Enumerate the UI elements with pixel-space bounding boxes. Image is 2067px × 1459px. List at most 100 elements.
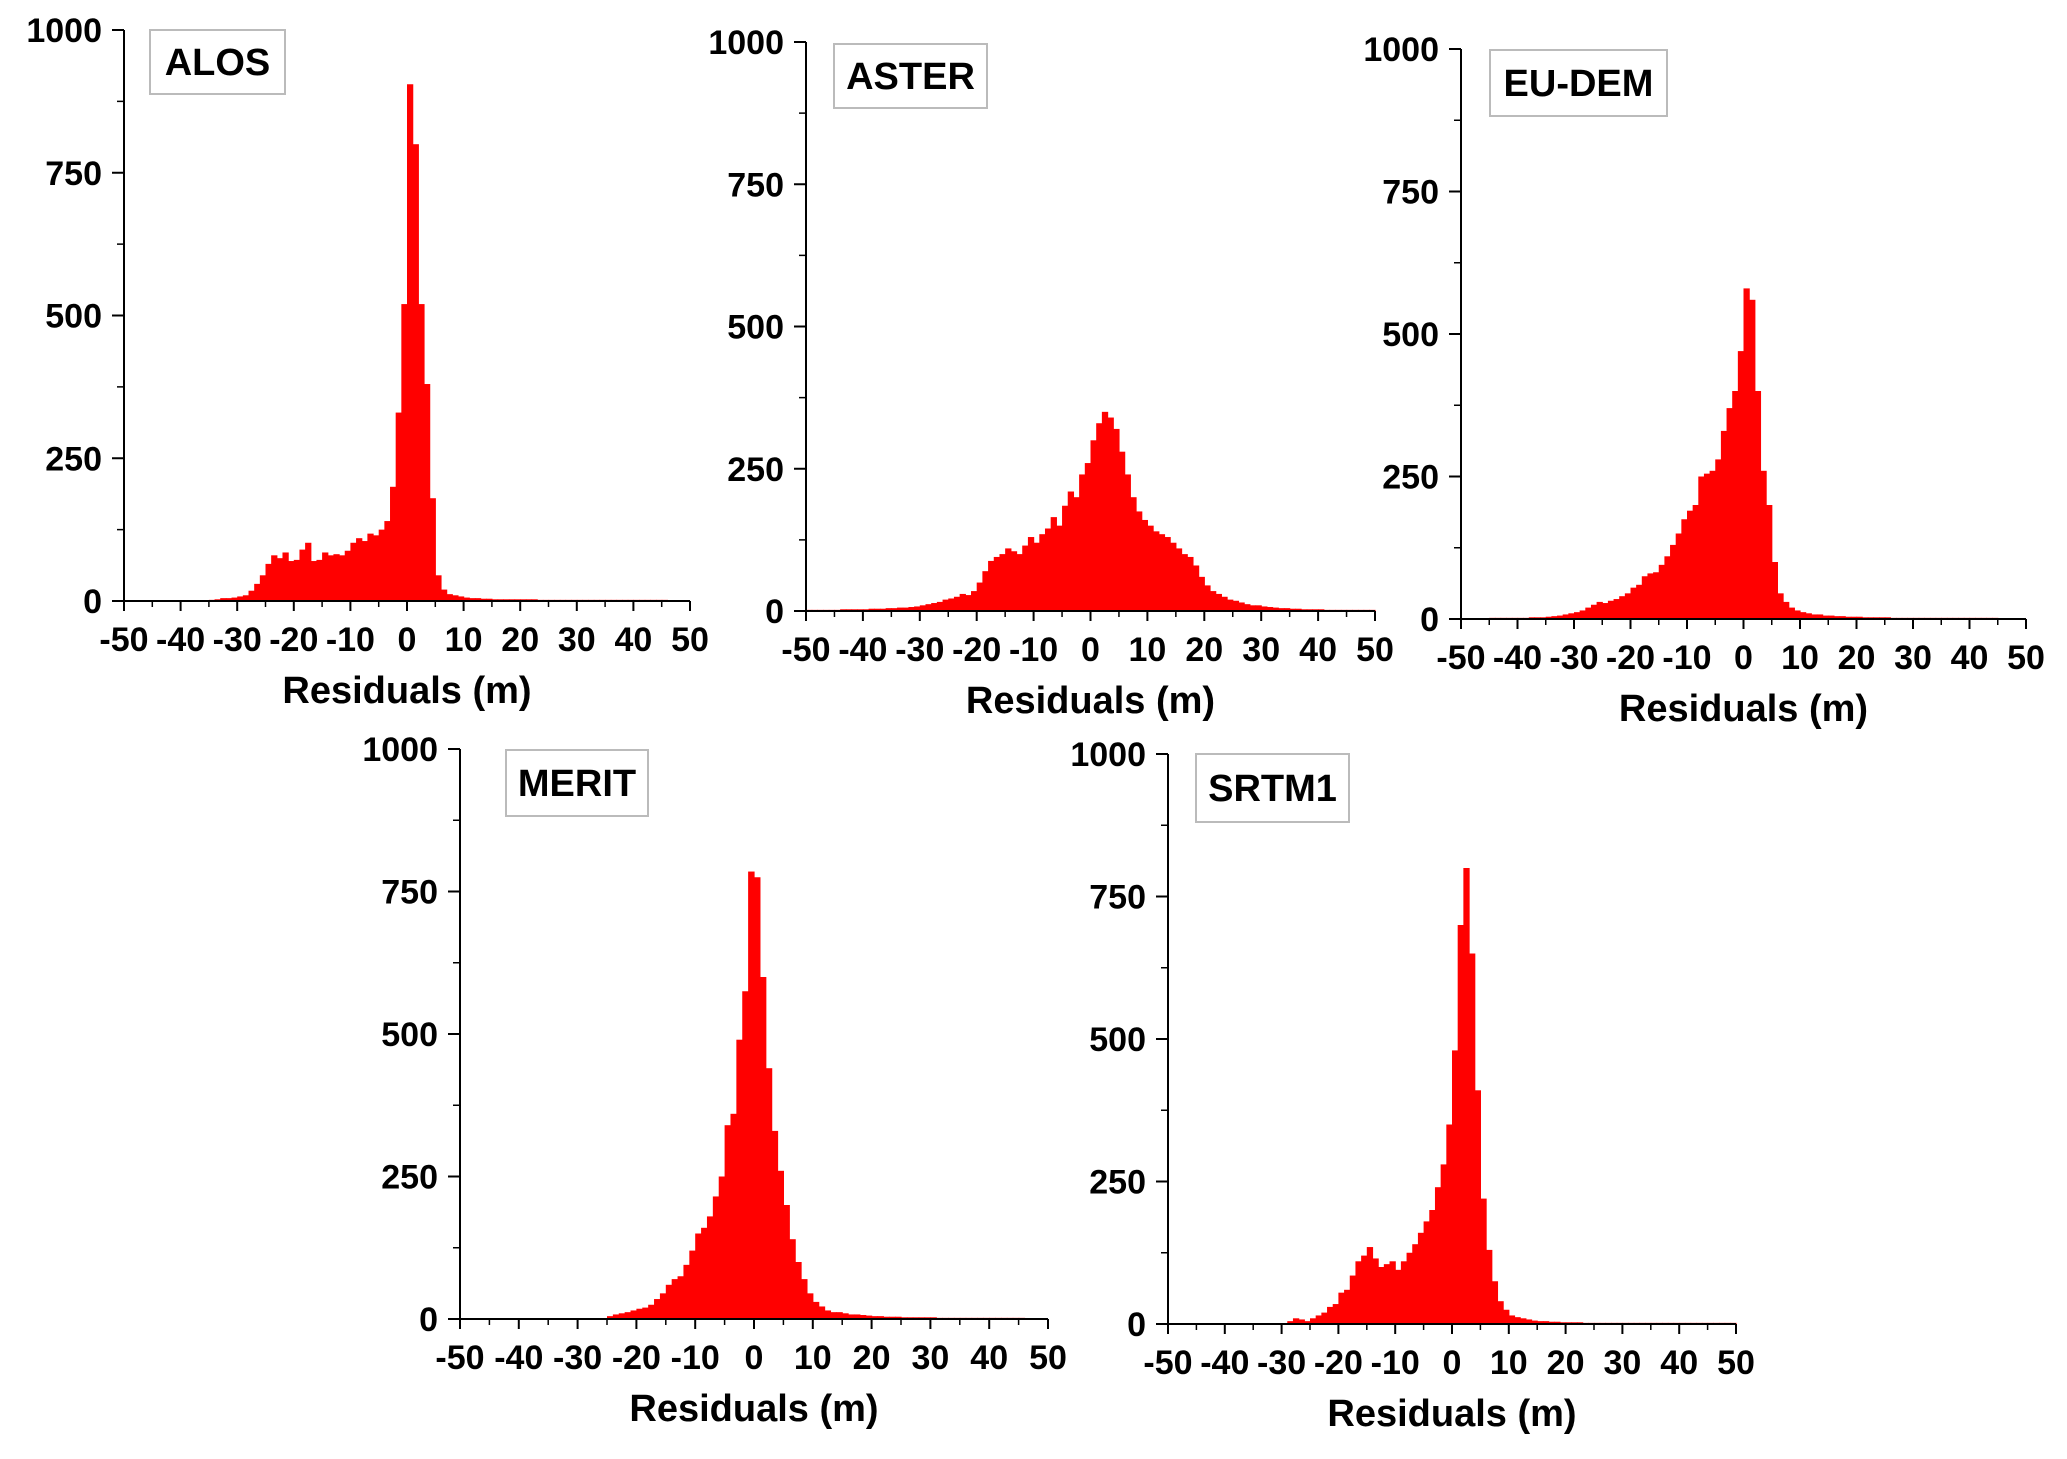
histogram-bar [1289,608,1296,611]
histogram-bar [1636,584,1643,619]
histogram-bar [1158,534,1166,611]
histogram-bar [356,538,363,601]
histogram-bar [889,1316,896,1319]
histogram-bar [1486,1249,1493,1324]
histogram-bar [1372,1258,1379,1324]
histogram-bar [654,1299,661,1319]
panel-label-frame [1489,49,1668,117]
histogram-bar [914,606,921,611]
panel-label: EU-DEM [1504,63,1654,105]
histogram-bar [1542,1321,1550,1324]
histogram-bar [1434,1187,1442,1324]
histogram-bar [1692,505,1699,619]
histogram-bar [339,555,346,601]
histogram-bar [848,1314,855,1319]
x-tick-label: 20 [1185,631,1223,669]
y-tick-label: 500 [727,309,784,347]
x-tick-label: 20 [853,1339,891,1377]
histogram-bar [1073,497,1080,611]
histogram-bar [1788,607,1795,619]
histogram-bar [1503,1309,1510,1324]
histogram-bar [1805,613,1812,619]
histogram-bar [401,304,408,601]
histogram-bar [706,1216,714,1319]
histogram-bar [795,1262,802,1319]
histogram-bar [407,84,414,601]
histogram-bar [1400,1261,1408,1324]
histogram-bar [1266,607,1274,611]
histogram-bar [1124,474,1131,611]
x-tick-label: 30 [1242,631,1280,669]
x-tick-label: -30 [553,1339,602,1377]
histogram-bar [1624,593,1632,619]
x-tick-label: 10 [445,621,483,659]
y-tick-label: 0 [83,583,102,621]
histogram-bar [908,607,915,611]
histogram-bar [712,1196,720,1319]
histogram-bar [1641,576,1649,619]
bars [208,84,668,602]
histogram-bar [305,542,312,601]
panel-label: ASTER [846,56,975,98]
histogram-bar [895,1316,902,1319]
histogram-bar [1777,593,1784,619]
histogram-bar [254,583,261,601]
histogram-bar [248,590,255,601]
histogram-bar [1480,1198,1487,1324]
histogram-bar [897,607,904,611]
histogram-bar [1292,1318,1300,1324]
x-tick-label: 10 [1490,1344,1528,1382]
histogram-bar [1304,1321,1311,1324]
histogram-bar [1378,1267,1385,1324]
histogram-bar [1630,587,1637,619]
panel-label-box: ASTER [833,43,988,109]
histogram-bar [1283,608,1291,611]
histogram-bar [1355,1261,1362,1324]
x-tick-label: -20 [269,621,318,659]
panel-label: MERIT [518,763,636,805]
histogram-bar [378,529,385,602]
histogram-bar [418,304,425,601]
x-tick-label: -20 [1314,1344,1363,1382]
histogram-bar [373,535,380,601]
panel-label-box: MERIT [505,749,649,817]
panel-label-box: SRTM1 [1195,753,1350,823]
histogram-bar [276,558,284,601]
histogram-bar [736,1039,743,1319]
x-tick-label: -10 [1371,1344,1420,1382]
panel-label-frame [149,29,286,95]
histogram-bar [322,552,329,601]
histogram-bar [1022,545,1029,611]
panel-label-frame [833,43,988,109]
y-tick-label: 1000 [1363,31,1439,69]
y-ticks: 0 250 500 750 1000 [26,12,124,621]
histogram-bar [1520,1318,1527,1324]
x-tick-label: 50 [671,621,709,659]
histogram-bar [1602,603,1609,619]
histogram-bar [671,1279,679,1319]
histogram-bar [1136,511,1143,611]
y-tick-label: 500 [381,1016,438,1054]
y-tick-label: 250 [45,440,102,478]
histogram-bar [919,605,927,611]
histogram-bar [1272,607,1279,611]
histogram-bar [486,598,493,601]
x-tick-label: -30 [1257,1344,1306,1382]
histogram-bar [1554,1321,1561,1324]
histogram-bar [1783,601,1790,619]
histogram-bar [1327,1306,1334,1324]
bars [1287,868,1737,1324]
histogram-bar [993,556,1001,611]
histogram-bar [742,991,749,1319]
histogram-bar [1525,1319,1533,1324]
x-tick-label: 10 [1781,639,1819,677]
histogram-bar [1130,497,1137,611]
histogram-bar [1315,1315,1322,1324]
x-tick-label: -50 [99,621,148,659]
histogram-bar [1737,351,1745,619]
x-tick-label: -20 [612,1339,661,1377]
histogram-bar [1794,610,1801,619]
x-axis-title: Residuals (m) [1619,688,1868,730]
histogram-bar [1181,554,1188,611]
histogram-bar [1545,616,1552,619]
